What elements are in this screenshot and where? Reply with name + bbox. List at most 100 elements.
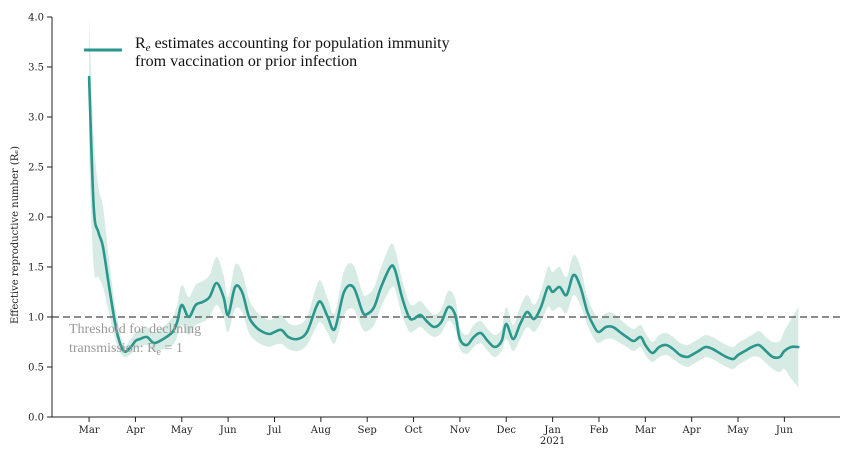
data-point: [598, 331, 600, 333]
data-point: [744, 350, 746, 352]
data-point: [737, 354, 739, 356]
confidence-band: [89, 17, 799, 387]
data-point: [102, 246, 104, 248]
data-point: [665, 344, 667, 346]
data-point: [487, 340, 489, 342]
data-point: [473, 336, 475, 338]
x-tick-label: Oct: [405, 425, 423, 436]
data-point: [373, 306, 375, 308]
data-point: [234, 286, 236, 288]
data-point: [280, 329, 282, 331]
confidence-band-layer: [89, 17, 799, 387]
data-point: [644, 344, 646, 346]
data-point: [612, 326, 614, 328]
data-point: [551, 291, 553, 293]
data-point: [419, 314, 421, 316]
data-point: [269, 333, 271, 335]
threshold-label-line1: Threshold for declining: [69, 322, 201, 337]
data-point: [327, 316, 329, 318]
data-point: [343, 291, 345, 293]
data-point: [334, 328, 336, 330]
data-point: [619, 331, 621, 333]
data-point: [222, 296, 224, 298]
data-point: [352, 286, 354, 288]
data-point: [394, 269, 396, 271]
x-tick-label: Jun: [775, 425, 793, 436]
data-point: [672, 348, 674, 350]
data-point: [572, 274, 574, 276]
data-point: [380, 286, 382, 288]
data-point: [426, 321, 428, 323]
data-point: [540, 306, 542, 308]
data-point: [320, 301, 322, 303]
data-point: [690, 354, 692, 356]
data-point: [162, 338, 164, 340]
x-tick-label: Apr: [681, 425, 701, 436]
data-point: [658, 346, 660, 348]
data-point: [433, 326, 435, 328]
data-point: [227, 314, 229, 316]
x-tick-label: Mar: [635, 425, 656, 436]
x-tick-label: Jun: [219, 425, 237, 436]
y-tick-label: 0.5: [28, 363, 44, 374]
y-tick-label: 2.5: [28, 163, 44, 174]
x-tick-label: Jul: [267, 425, 282, 436]
data-point: [547, 286, 549, 288]
y-tick-label: 2.0: [28, 213, 44, 224]
y-tick-label: 3.0: [28, 113, 44, 124]
series-line: [87, 75, 800, 361]
y-ticks: 0.0 0.5 1.0 1.5 2.0 2.5 3.0 3.5 4.0: [28, 13, 52, 424]
data-point: [201, 301, 203, 303]
legend-label-rest: estimates accounting for population immu…: [151, 35, 450, 52]
data-point: [579, 286, 581, 288]
data-point: [718, 352, 720, 354]
data-point: [639, 336, 641, 338]
data-point: [241, 291, 243, 293]
threshold-label-line2-rest: = 1: [161, 341, 183, 356]
data-point: [109, 291, 111, 293]
x-tick-label: Jan: [543, 425, 561, 436]
data-point: [389, 266, 391, 268]
data-point: [296, 338, 298, 340]
legend-label-line1: Re estimates accounting for population i…: [135, 35, 450, 54]
data-point: [466, 344, 468, 346]
data-point: [765, 350, 767, 352]
data-point: [526, 311, 528, 313]
data-point: [751, 346, 753, 348]
data-point: [139, 338, 141, 340]
legend-label-line2: from vaccination or prior infection: [135, 53, 357, 70]
data-point: [797, 346, 799, 348]
legend-label-sub: e: [146, 42, 151, 54]
data-point: [790, 346, 792, 348]
data-point: [704, 346, 706, 348]
data-point: [215, 282, 217, 284]
data-point: [593, 326, 595, 328]
data-point: [412, 318, 414, 320]
data-point: [633, 340, 635, 342]
data-point: [262, 331, 264, 333]
data-point: [361, 311, 363, 313]
data-point: [408, 316, 410, 318]
data-point: [512, 338, 514, 340]
x-tick-label: May: [727, 425, 749, 436]
data-point: [586, 311, 588, 313]
y-tick-label: 1.5: [28, 263, 44, 274]
data-point: [493, 346, 495, 348]
data-point: [500, 340, 502, 342]
data-point: [188, 316, 190, 318]
y-tick-label: 0.0: [28, 413, 44, 424]
data-point: [255, 326, 257, 328]
data-point: [772, 356, 774, 358]
data-point: [447, 306, 449, 308]
data-point: [287, 336, 289, 338]
legend: Re estimates accounting for population i…: [84, 35, 450, 70]
data-point: [181, 304, 183, 306]
data-point: [725, 356, 727, 358]
y-tick-label: 4.0: [28, 13, 44, 24]
data-point: [519, 323, 521, 325]
data-point: [626, 336, 628, 338]
data-point: [686, 356, 688, 358]
